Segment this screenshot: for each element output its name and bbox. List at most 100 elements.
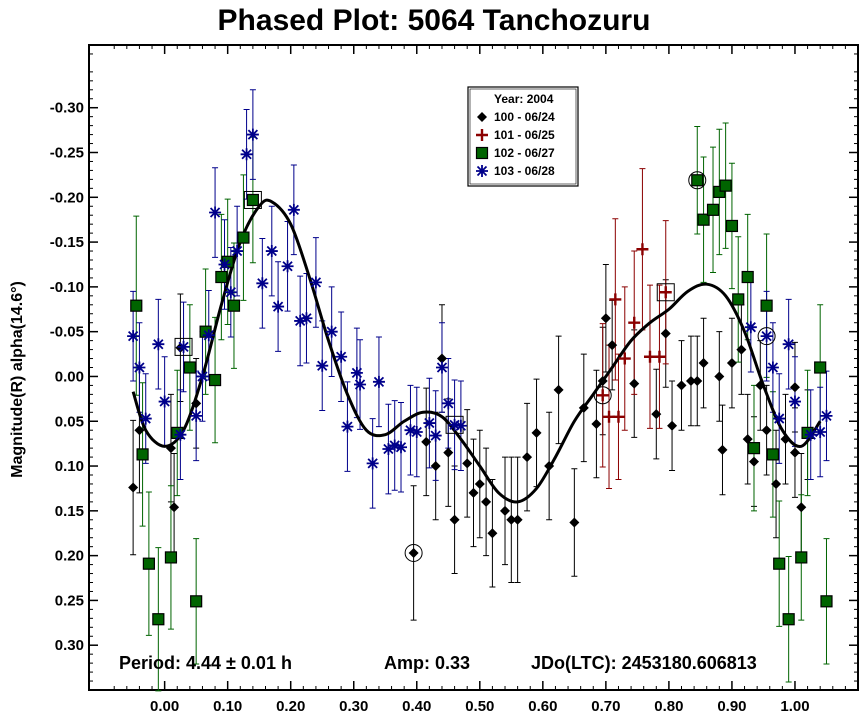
data-point-asterisk [814,426,827,438]
data-point-square [208,373,222,387]
data-point-diamond [600,313,611,324]
data-point-square [773,557,786,570]
data-point-diamond [553,384,564,395]
data-point-diamond [443,447,454,458]
x-tick-label: 0.00 [150,698,179,715]
x-tick-label: 0.70 [591,698,620,715]
data-point-asterisk [350,366,363,379]
data-point-diamond [591,418,602,429]
data-point-diamond [462,458,473,469]
data-point-square [227,299,241,312]
data-point-square [814,361,827,374]
legend-marker-diamond [477,112,487,122]
data-point-plus [596,389,609,402]
data-point-diamond [522,452,533,463]
marker-layer [127,128,833,626]
x-tick-label: 0.40 [402,698,431,715]
legend-header: Year: 2004 [494,92,554,106]
data-point-plus [636,243,649,256]
data-point-diamond [755,380,766,391]
data-point-square [190,595,203,608]
chart-title: Phased Plot: 5064 Tanchozuru [217,4,651,37]
data-point-asterisk [209,206,222,219]
period-annotation: Period: 4.44 ± 0.01 h [119,653,292,673]
data-point-square [164,551,178,564]
data-point-diamond [569,517,580,528]
data-point-plus [659,286,672,299]
data-point-square [152,613,165,626]
data-point-asterisk [152,338,165,351]
data-point-asterisk [300,312,313,325]
data-point-asterisk [240,148,253,161]
data-point-square [215,270,228,284]
data-point-diamond [134,425,145,436]
highlight-box [656,283,675,302]
data-point-diamond [717,444,728,455]
y-tick-label: -0.25 [50,145,84,162]
y-tick-label: 0.00 [55,368,84,385]
data-point-asterisk [231,245,244,258]
data-point-plus [628,316,641,329]
data-point-square [697,213,710,226]
data-point-square [719,179,732,192]
data-point-diamond [771,478,782,489]
highlight-circle [404,543,423,562]
x-tick-label: 0.60 [528,698,557,715]
y-tick-label: 0.25 [55,592,84,609]
x-tick-label: 0.90 [717,698,746,715]
y-tick-label: 0.30 [55,637,84,654]
data-point-asterisk [174,428,187,441]
data-point-diamond [506,514,517,525]
data-point-diamond [474,478,485,489]
data-point-asterisk [127,330,140,343]
data-point-diamond [698,358,709,369]
data-point-diamond [544,461,555,472]
legend-marker-asterisk [476,165,488,177]
data-point-square [747,442,761,455]
data-point-diamond [780,434,791,445]
data-point-square [766,448,780,461]
y-tick-label: -0.30 [50,100,84,117]
data-point-diamond [667,420,678,431]
data-point-asterisk [354,378,367,391]
data-point-diamond [629,378,640,389]
data-point-asterisk [366,457,379,470]
data-point-asterisk [404,424,417,437]
data-point-square [142,557,155,570]
data-point-asterisk [272,300,285,313]
data-point-diamond [748,456,759,467]
data-point-asterisk [410,426,423,438]
data-point-asterisk [325,325,338,338]
axes-layer [88,44,859,691]
fit-curve [131,198,822,504]
data-point-asterisk [395,441,408,454]
data-point-diamond [512,514,523,525]
data-point-asterisk [139,412,152,425]
legend-marker-square [475,146,489,160]
data-point-diamond [468,487,479,498]
data-point-asterisk [341,420,354,433]
data-point-asterisk [766,361,779,374]
data-point-square [130,299,143,312]
x-tick-label: 0.30 [339,698,368,715]
data-point-plus [612,410,625,423]
data-point-diamond [789,382,800,393]
data-point-diamond [789,447,800,458]
data-point-diamond [726,358,737,369]
data-point-diamond [165,443,176,454]
data-point-asterisk [218,258,231,271]
y-tick-label: -0.20 [50,189,84,206]
y-tick-label: 0.10 [55,458,84,475]
highlight-box [243,190,262,209]
data-point-square [782,613,795,626]
data-point-asterisk [372,375,385,388]
data-point-diamond [597,375,608,386]
highlight-circle [688,171,707,190]
data-point-diamond [676,380,687,391]
highlight-box [174,337,193,356]
data-point-plus [609,293,622,306]
data-point-square [741,270,754,284]
data-point-asterisk [265,245,278,258]
data-point-asterisk [788,395,801,408]
data-point-square [706,203,720,216]
